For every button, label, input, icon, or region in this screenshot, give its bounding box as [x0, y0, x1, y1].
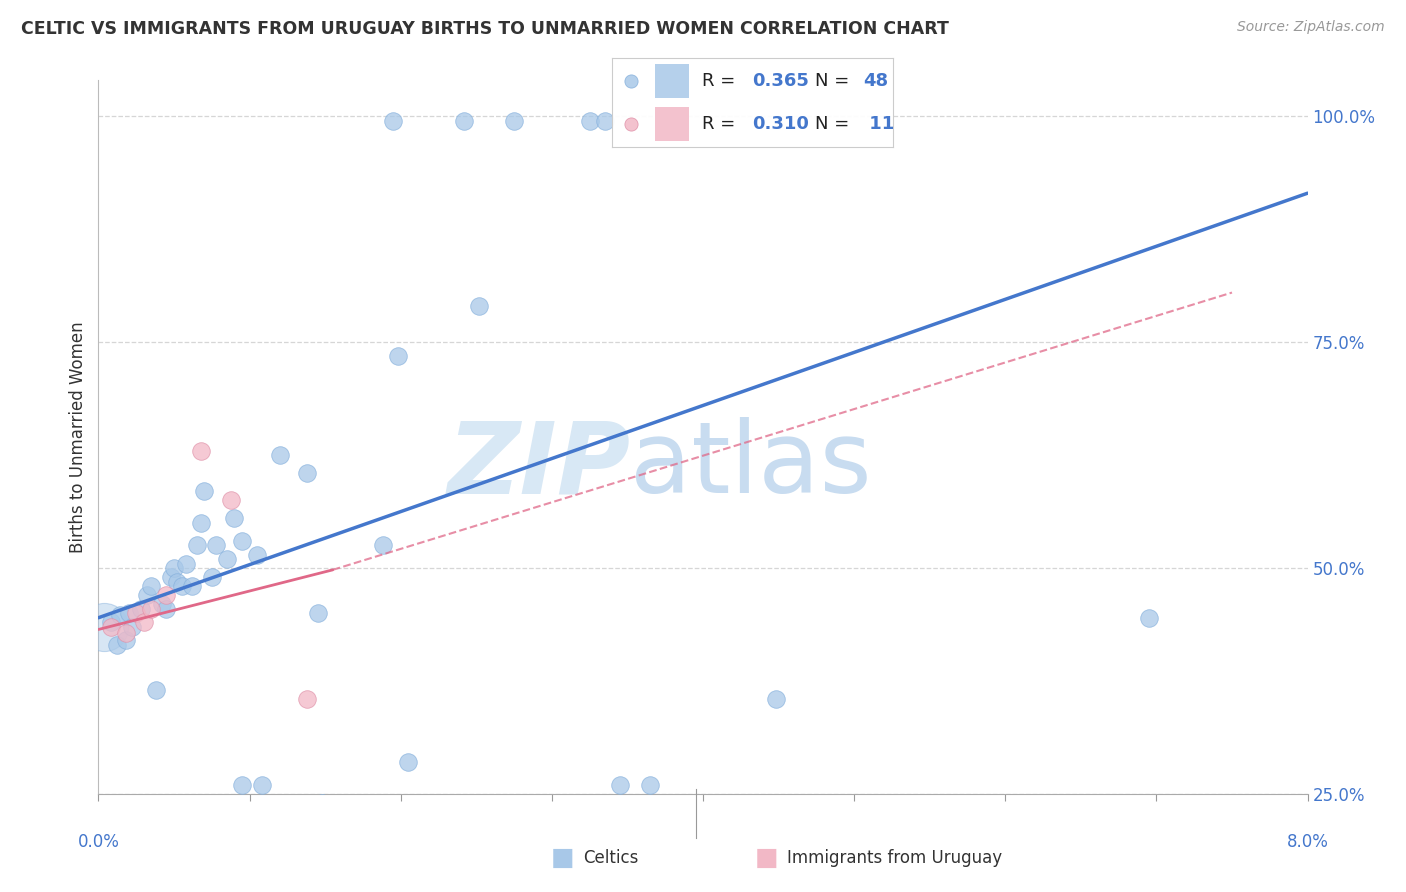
Point: [295, 692, 318, 706]
Point: [160, 570, 183, 584]
Point: [114, 633, 136, 648]
Text: atlas: atlas: [630, 417, 872, 514]
Point: [503, 114, 526, 128]
Point: [141, 601, 163, 615]
Point: [609, 778, 631, 792]
Text: ■: ■: [551, 847, 574, 870]
Point: [215, 552, 238, 566]
Point: [190, 443, 212, 458]
Point: [302, 837, 325, 851]
Text: R =: R =: [702, 72, 741, 90]
Point: [298, 841, 321, 855]
Text: CELTIC VS IMMIGRANTS FROM URUGUAY BIRTHS TO UNMARRIED WOMEN CORRELATION CHART: CELTIC VS IMMIGRANTS FROM URUGUAY BIRTHS…: [21, 20, 949, 37]
Text: Immigrants from Uruguay: Immigrants from Uruguay: [787, 849, 1002, 867]
Point: [155, 588, 177, 602]
Point: [132, 615, 155, 630]
Point: [269, 448, 291, 462]
Point: [307, 606, 329, 620]
Point: [205, 539, 228, 553]
Point: [371, 539, 394, 553]
FancyBboxPatch shape: [655, 64, 689, 98]
Point: [145, 683, 167, 698]
Point: [181, 579, 204, 593]
Point: [118, 606, 141, 620]
Point: [231, 533, 253, 548]
Text: ■: ■: [755, 847, 778, 870]
Point: [765, 692, 787, 706]
Point: [231, 778, 253, 792]
Text: R =: R =: [702, 115, 741, 133]
Point: [110, 846, 132, 860]
Point: [129, 837, 152, 851]
Point: [108, 607, 131, 622]
Point: [186, 539, 208, 553]
Point: [100, 615, 122, 630]
Point: [190, 516, 212, 530]
Point: [193, 484, 215, 499]
Point: [224, 511, 246, 525]
Point: [93, 620, 115, 634]
Text: 0.310: 0.310: [752, 115, 808, 133]
Text: 0.0%: 0.0%: [77, 833, 120, 851]
Point: [1137, 611, 1160, 625]
Point: [135, 588, 157, 602]
Point: [382, 114, 405, 128]
Text: 48: 48: [863, 72, 889, 90]
Point: [114, 626, 136, 640]
Point: [578, 114, 600, 128]
Point: [174, 557, 197, 571]
Point: [121, 620, 143, 634]
Text: ZIP: ZIP: [447, 417, 630, 514]
Point: [201, 570, 224, 584]
Point: [129, 601, 152, 615]
Point: [170, 579, 193, 593]
Point: [246, 548, 269, 562]
Text: Celtics: Celtics: [583, 849, 638, 867]
Point: [221, 493, 243, 508]
Point: [638, 778, 661, 792]
Text: 8.0%: 8.0%: [1286, 833, 1329, 851]
Point: [396, 756, 419, 770]
Point: [714, 800, 737, 814]
Point: [166, 574, 188, 589]
Point: [468, 299, 491, 313]
Point: [105, 638, 128, 652]
Point: [155, 601, 177, 615]
Text: N =: N =: [815, 72, 855, 90]
Point: [141, 579, 163, 593]
Point: [311, 796, 333, 810]
Point: [163, 561, 186, 575]
Point: [387, 349, 409, 363]
Point: [453, 114, 475, 128]
Y-axis label: Births to Unmarried Women: Births to Unmarried Women: [69, 321, 87, 553]
Point: [295, 467, 318, 481]
Text: N =: N =: [815, 115, 855, 133]
Point: [250, 778, 273, 792]
Text: Source: ZipAtlas.com: Source: ZipAtlas.com: [1237, 20, 1385, 34]
FancyBboxPatch shape: [655, 107, 689, 141]
Text: 0.365: 0.365: [752, 72, 808, 90]
Point: [125, 606, 148, 620]
Point: [100, 620, 122, 634]
Point: [150, 597, 173, 611]
Point: [593, 114, 616, 128]
Text: 11: 11: [863, 115, 894, 133]
